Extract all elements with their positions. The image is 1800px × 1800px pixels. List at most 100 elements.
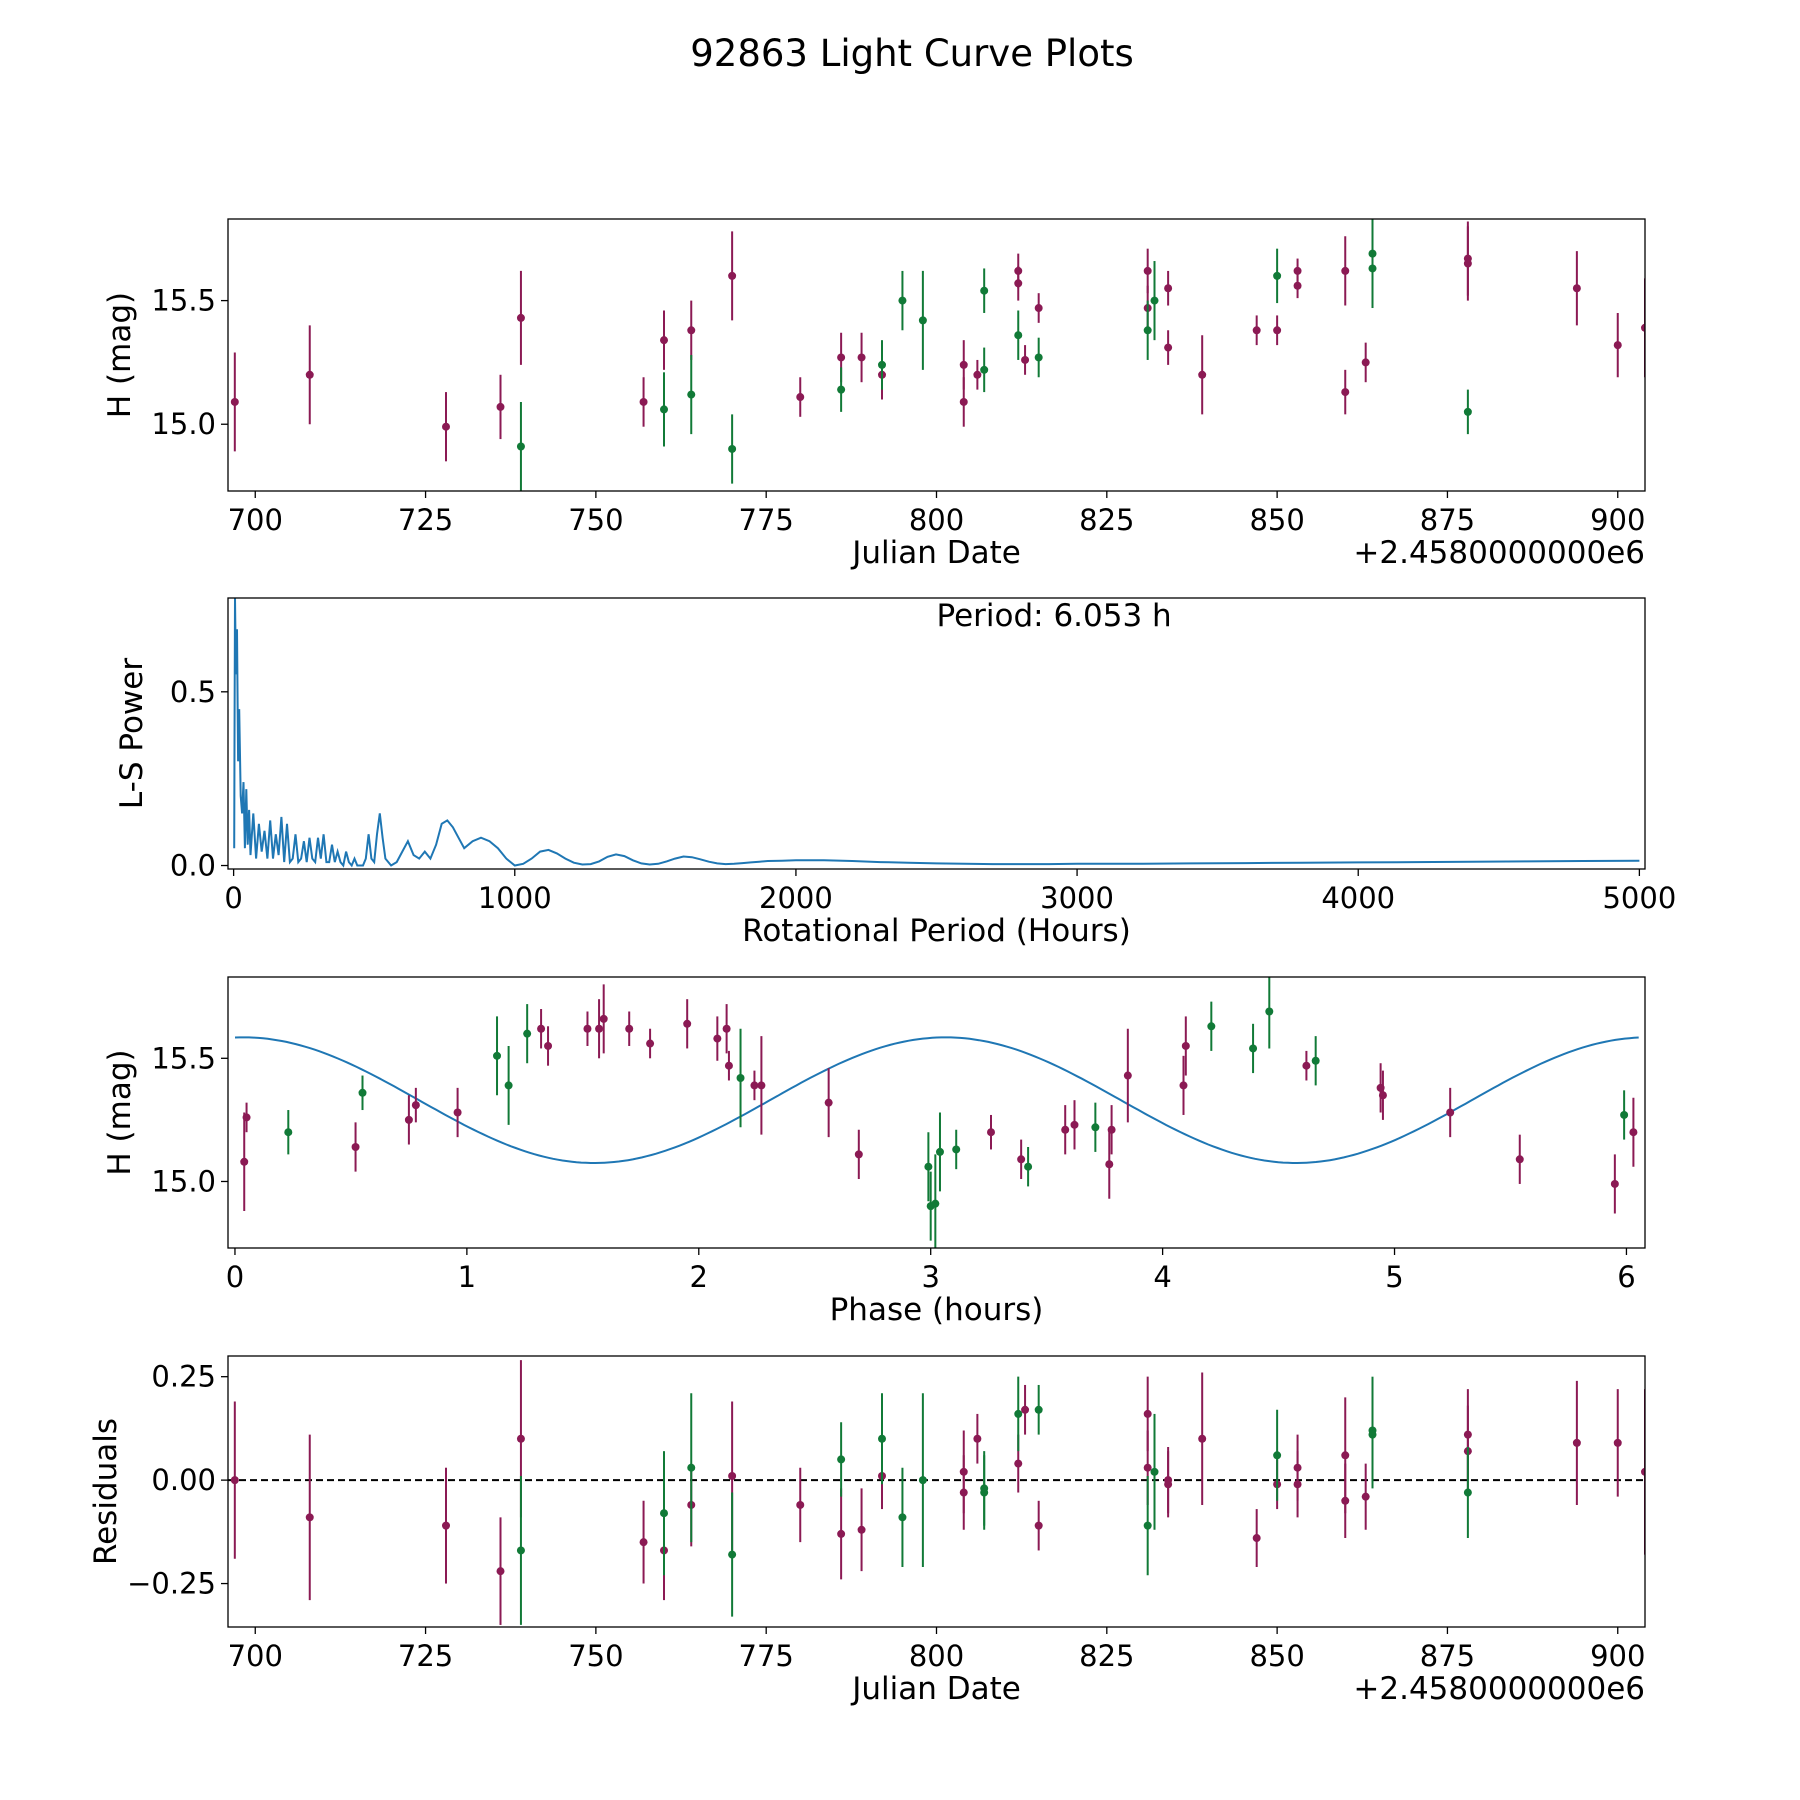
data-point: [1034, 304, 1043, 313]
data-point: [453, 1108, 462, 1117]
data-point: [1014, 1409, 1023, 1418]
data-point: [442, 1521, 450, 1530]
panel-phased-curve: 0 1 2 3 4 5 6 15.0 15.5 Phase (hours) H (mag): [102, 976, 1646, 1328]
x-tick-label: 5: [1385, 1260, 1403, 1294]
x-tick-label: 2: [690, 1260, 708, 1294]
data-point: [1143, 326, 1152, 335]
data-point: [796, 393, 805, 402]
data-point: [918, 316, 927, 325]
x-tick-label: 4: [1153, 1260, 1171, 1294]
data-point: [728, 271, 737, 280]
data-point: [1311, 1056, 1320, 1065]
data-point: [358, 1088, 367, 1097]
y-tick-label: 15.0: [151, 407, 216, 441]
data-point: [1515, 1155, 1524, 1164]
data-point: [973, 370, 982, 379]
x-axis-label: Julian Date: [850, 535, 1021, 571]
data-point: [305, 370, 314, 379]
data-point: [351, 1142, 360, 1151]
data-point: [757, 1081, 766, 1090]
data-point: [1302, 1061, 1311, 1070]
series-filter-2: [516, 219, 1472, 491]
data-point: [687, 1463, 696, 1472]
panel-residuals: 700 725 750 775 800 825 850 875 900 0.25 0.00 −0.25…: [88, 1355, 1646, 1707]
plot-area: [233, 598, 1640, 868]
x-tick-label: 3: [921, 1260, 939, 1294]
data-point: [583, 1024, 592, 1033]
data-point: [898, 296, 907, 305]
data-point: [857, 1525, 866, 1534]
y-tick-label: 0.5: [170, 675, 216, 709]
data-point: [516, 1546, 525, 1555]
series-filter-2: [284, 977, 1629, 1248]
y-tick-label: 15.5: [151, 284, 216, 318]
data-point: [504, 1081, 513, 1090]
data-point: [1021, 355, 1030, 364]
x-tick-label: 1: [458, 1260, 476, 1294]
data-point: [935, 1147, 944, 1156]
data-point: [728, 444, 737, 453]
data-point: [1143, 1463, 1152, 1472]
data-point: [736, 1074, 745, 1083]
data-point: [959, 360, 968, 369]
plot-frame: [227, 597, 1646, 870]
data-point: [987, 1128, 995, 1137]
data-point: [1143, 266, 1152, 275]
x-tick-label: 875: [1420, 503, 1475, 537]
plot-frame: [227, 218, 1646, 492]
data-point: [1610, 1179, 1619, 1188]
data-point: [952, 1145, 961, 1154]
data-point: [980, 365, 989, 374]
data-point: [1620, 1110, 1629, 1119]
data-point: [537, 1024, 546, 1033]
data-point: [1463, 259, 1472, 268]
x-tick-label: 775: [739, 1639, 794, 1673]
plot-frame: [227, 1355, 1646, 1628]
period-annotation: Period: 6.053 h: [937, 598, 1172, 634]
data-point: [1341, 388, 1350, 397]
data-point: [1572, 284, 1581, 293]
series-filter-1: [230, 1360, 1645, 1625]
x-tick-label: 1000: [478, 881, 552, 915]
data-point: [1265, 1007, 1274, 1016]
data-point: [639, 397, 648, 406]
data-point: [1061, 1125, 1070, 1134]
data-point: [523, 1029, 532, 1038]
data-point: [1273, 1451, 1282, 1460]
periodogram-line: [233, 598, 1640, 868]
x-tick-label: 725: [398, 1639, 453, 1673]
x-tick-label: 825: [1079, 503, 1134, 537]
data-point: [1252, 326, 1261, 335]
data-point: [1070, 1120, 1079, 1129]
data-point: [857, 353, 866, 362]
data-point: [496, 402, 505, 411]
data-point: [411, 1101, 420, 1110]
data-point: [980, 286, 989, 295]
data-point: [1273, 326, 1282, 335]
data-point: [230, 397, 239, 406]
data-point: [1181, 1041, 1190, 1050]
x-tick-label: 850: [1249, 503, 1304, 537]
x-tick-label: 775: [739, 503, 794, 537]
data-point: [1024, 1162, 1033, 1171]
series-filter-2: [516, 1376, 1472, 1625]
data-point: [973, 1434, 982, 1443]
data-point: [305, 1513, 314, 1522]
data-point: [660, 405, 668, 414]
data-point: [724, 1061, 733, 1070]
y-tick-label: 0.0: [170, 849, 216, 883]
data-point: [713, 1034, 722, 1043]
panel-periodogram: 0 1000 2000 3000 4000 5000 0.0 0.5 Rotational Pe…: [114, 597, 1676, 949]
data-point: [722, 1024, 731, 1033]
data-point: [1341, 1496, 1350, 1505]
data-point: [1293, 281, 1302, 290]
data-point: [1014, 1459, 1023, 1468]
data-point: [625, 1024, 634, 1033]
data-point: [1198, 370, 1207, 379]
data-point: [796, 1500, 805, 1509]
data-point: [1034, 1405, 1043, 1414]
data-point: [1463, 407, 1472, 416]
figure-title: 92863 Light Curve Plots: [690, 32, 1134, 75]
x-tick-label: 875: [1420, 1639, 1475, 1673]
data-point: [493, 1051, 502, 1060]
